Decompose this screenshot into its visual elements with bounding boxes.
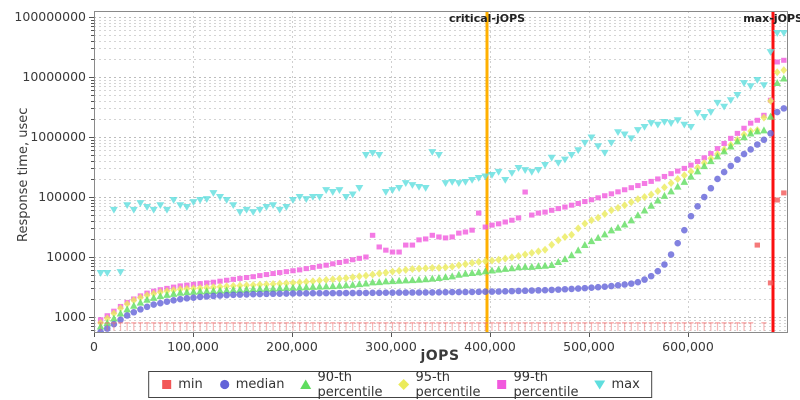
square-icon [160,378,173,391]
chart-legend: min median 90-th percentile 95-th percentil… [148,370,652,400]
legend-item-95-th-percentile: 95-th percentile [397,370,480,400]
legend-label: 90-th percentile [317,369,383,400]
x-axis-title: jOPS [420,348,460,364]
y-tick-label: 10000 [46,249,86,264]
y-tick-label: 10000000 [22,69,86,84]
legend-label: median [235,377,285,392]
triangle-down-icon [593,378,606,391]
y-axis-title: Response time, usec [16,107,31,242]
legend-label: 99-th percentile [513,369,579,400]
legend-label: 95-th percentile [415,369,481,400]
x-tick-label: 0 [90,339,98,354]
legend-item-median: median [218,377,285,392]
x-tick-label: 400,000 [464,339,516,354]
triangle-up-icon [299,378,312,391]
y-tick-label: 1000 [54,309,86,324]
x-tick-label: 200,000 [266,339,318,354]
max-jops-label: max-jOPS [743,12,800,25]
y-tick-label: 1000000 [30,129,86,144]
legend-item-max: max [593,377,640,392]
circle-icon [218,378,231,391]
x-tick-label: 500,000 [563,339,615,354]
legend-label: min [178,377,203,392]
x-tick-label: 300,000 [365,339,417,354]
legend-item-min: min [160,377,203,392]
square-icon [495,378,508,391]
y-tick-label: 100000 [38,189,86,204]
diamond-icon [397,378,410,391]
x-tick-label: 600,000 [662,339,714,354]
x-tick-label: 100,000 [167,339,219,354]
critical-jops-label: critical-jOPS [448,12,526,25]
legend-item-99-th-percentile: 99-th percentile [495,370,578,400]
legend-label: max [611,377,640,392]
y-tick-label: 100000000 [14,9,86,24]
legend-item-90-th-percentile: 90-th percentile [299,370,382,400]
